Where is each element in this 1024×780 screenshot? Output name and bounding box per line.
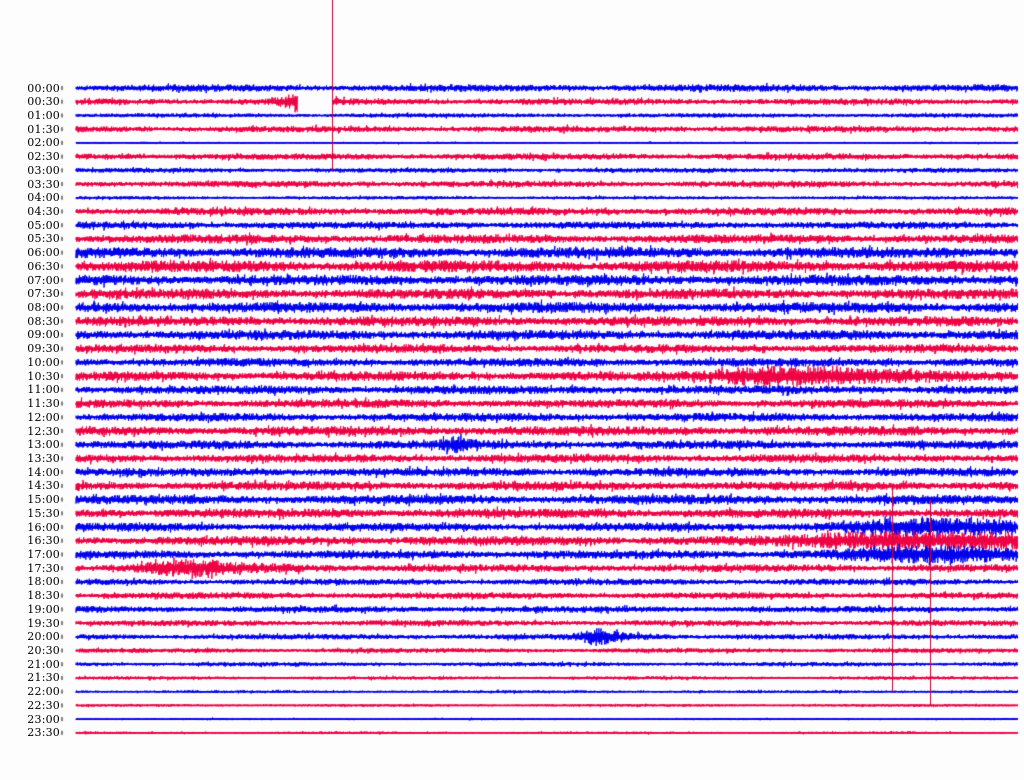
time-label: 03:00	[27, 163, 60, 177]
time-label: 12:30	[27, 424, 60, 438]
time-label: 19:30	[27, 616, 60, 630]
time-label: 18:00	[27, 575, 60, 589]
time-label: 08:00	[27, 301, 60, 315]
time-label: 12:00	[27, 410, 60, 424]
time-label: 09:00	[27, 328, 60, 342]
time-label: 21:30	[27, 671, 60, 685]
time-label: 22:00	[27, 685, 60, 699]
time-label: 17:30	[27, 561, 60, 575]
time-label: 01:00	[27, 108, 60, 122]
time-label: 14:30	[27, 479, 60, 493]
time-label: 16:00	[27, 520, 60, 534]
time-label: 22:30	[27, 698, 60, 712]
time-label: 13:30	[27, 451, 60, 465]
time-label: 23:00	[27, 712, 60, 726]
time-label: 23:30	[27, 726, 60, 740]
time-label: 04:00	[27, 191, 60, 205]
time-label: 19:00	[27, 602, 60, 616]
time-label: 05:00	[27, 218, 60, 232]
time-label: 01:30	[27, 122, 60, 136]
time-label: 16:30	[27, 534, 60, 548]
time-label: 05:30	[27, 232, 60, 246]
time-label: 04:30	[27, 204, 60, 218]
time-label: 06:30	[27, 259, 60, 273]
time-label: 20:30	[27, 644, 60, 658]
time-label: 15:30	[27, 506, 60, 520]
time-label: 15:00	[27, 493, 60, 507]
time-label: 10:30	[27, 369, 60, 383]
time-label: 09:30	[27, 342, 60, 356]
time-label: 07:00	[27, 273, 60, 287]
time-label: 06:00	[27, 246, 60, 260]
time-label: 11:00	[27, 383, 60, 397]
time-label: 17:00	[27, 547, 60, 561]
time-label: 13:00	[27, 438, 60, 452]
time-label: 07:30	[27, 287, 60, 301]
time-label: 20:00	[27, 630, 60, 644]
time-label: 18:30	[27, 589, 60, 603]
time-label: 10:00	[27, 355, 60, 369]
time-label: 00:30	[27, 95, 60, 109]
time-label: 03:30	[27, 177, 60, 191]
time-label: 02:00	[27, 136, 60, 150]
time-label: 00:00	[27, 81, 60, 95]
time-label: 21:00	[27, 657, 60, 671]
time-label: 11:30	[27, 397, 60, 411]
time-label: 08:30	[27, 314, 60, 328]
time-label: 14:00	[27, 465, 60, 479]
time-label: 02:30	[27, 150, 60, 164]
